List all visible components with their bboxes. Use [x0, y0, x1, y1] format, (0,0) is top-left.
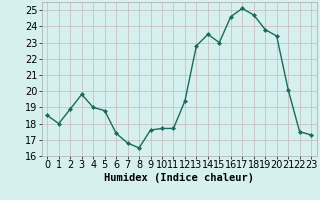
X-axis label: Humidex (Indice chaleur): Humidex (Indice chaleur) — [104, 173, 254, 183]
